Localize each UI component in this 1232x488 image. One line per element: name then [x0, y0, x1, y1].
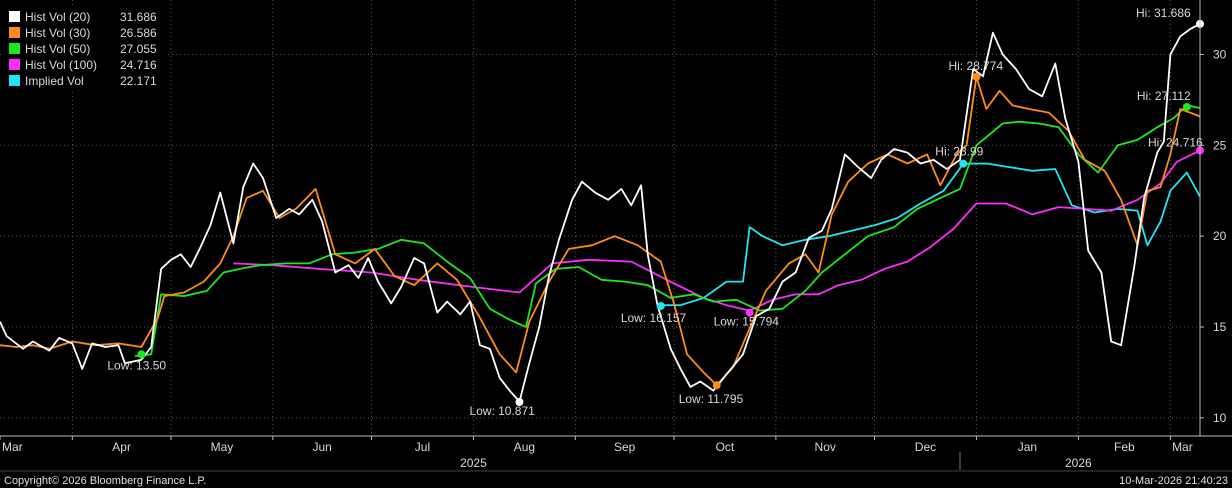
annotation-label: Hi: 24.716: [1148, 135, 1203, 149]
legend-value: 26.586: [120, 26, 157, 40]
annotation-label: Low: 15.794: [714, 315, 780, 329]
year-label: 2026: [1065, 456, 1092, 470]
y-tick-label: 15: [1213, 320, 1227, 334]
legend-name: Hist Vol (20): [25, 10, 90, 24]
y-tick-label: 10: [1213, 411, 1227, 425]
legend-value: 22.171: [120, 74, 157, 88]
annotation-marker: [959, 159, 968, 168]
annotation-marker: [515, 398, 524, 407]
annotation-marker: [656, 301, 665, 310]
legend-swatch: [9, 43, 20, 54]
legend-value: 24.716: [120, 58, 157, 72]
year-label: 2025: [460, 456, 487, 470]
series-line-2: [134, 104, 1201, 357]
series-layer: [0, 23, 1201, 403]
x-tick-label: Dec: [915, 440, 936, 454]
annotation-label: Low: 10.871: [469, 404, 535, 418]
x-tick-label: Jun: [313, 440, 332, 454]
x-tick-label: Feb: [1114, 440, 1135, 454]
copyright-text: Copyright© 2026 Bloomberg Finance L.P.: [4, 475, 206, 487]
annotation-marker: [745, 308, 754, 317]
y-tick-label: 20: [1213, 229, 1227, 243]
annotation-marker: [137, 350, 146, 359]
annotation-label: Hi: 27.112: [1137, 89, 1191, 103]
x-tick-label: May: [211, 440, 234, 454]
series-line-0: [0, 23, 1201, 403]
series-line-4: [660, 162, 1201, 307]
y-tick-label: 25: [1213, 138, 1227, 152]
series-line-1: [0, 75, 1201, 387]
x-tick-label: Sep: [614, 440, 636, 454]
legend-value: 27.055: [120, 42, 157, 56]
legend-swatch: [9, 75, 20, 86]
x-tick-label: Jan: [1018, 440, 1037, 454]
timestamp-text: 10-Mar-2026 21:40:23: [1119, 475, 1228, 487]
legend-name: Hist Vol (30): [25, 26, 90, 40]
x-tick-label: Oct: [716, 440, 735, 454]
legend-background: [3, 5, 165, 91]
x-tick-label: Mar: [1172, 440, 1193, 454]
annotation-label: Hi: 23.99: [935, 145, 983, 159]
legend-name: Hist Vol (100): [25, 58, 97, 72]
legend: Hist Vol (20) 31.686 Hist Vol (30) 26.586 Hi…: [3, 5, 165, 91]
annotation-label: Hi: 31.686: [1136, 6, 1191, 20]
annotation-label: Low: 11.795: [679, 392, 744, 406]
legend-name: Hist Vol (50): [25, 42, 90, 56]
annotation-label: Low: 16.157: [621, 311, 687, 325]
annotation-label: Low: 13.50: [107, 358, 166, 372]
y-tick-label: 30: [1213, 48, 1227, 62]
x-tick-label: Aug: [514, 440, 535, 454]
legend-swatch: [9, 11, 20, 22]
x-tick-label: Jul: [415, 440, 430, 454]
annotation-marker: [972, 72, 981, 81]
legend-value: 31.686: [120, 10, 157, 24]
annotation-marker: [712, 381, 721, 390]
annotation-layer: Low: 13.50 Low: 10.871 Low: 16.157 Low: 11.…: [107, 6, 1204, 418]
x-tick-label: Mar: [2, 440, 23, 454]
series-line-3: [233, 149, 1201, 312]
legend-name: Implied Vol: [25, 74, 84, 88]
annotation-marker: [1182, 102, 1191, 111]
legend-swatch: [9, 59, 20, 70]
grid-lines: [0, 0, 1200, 436]
x-tick-label: Nov: [815, 440, 836, 454]
x-tick-label: Apr: [112, 440, 131, 454]
annotation-label: Hi: 28.774: [948, 59, 1003, 73]
legend-swatch: [9, 27, 20, 38]
